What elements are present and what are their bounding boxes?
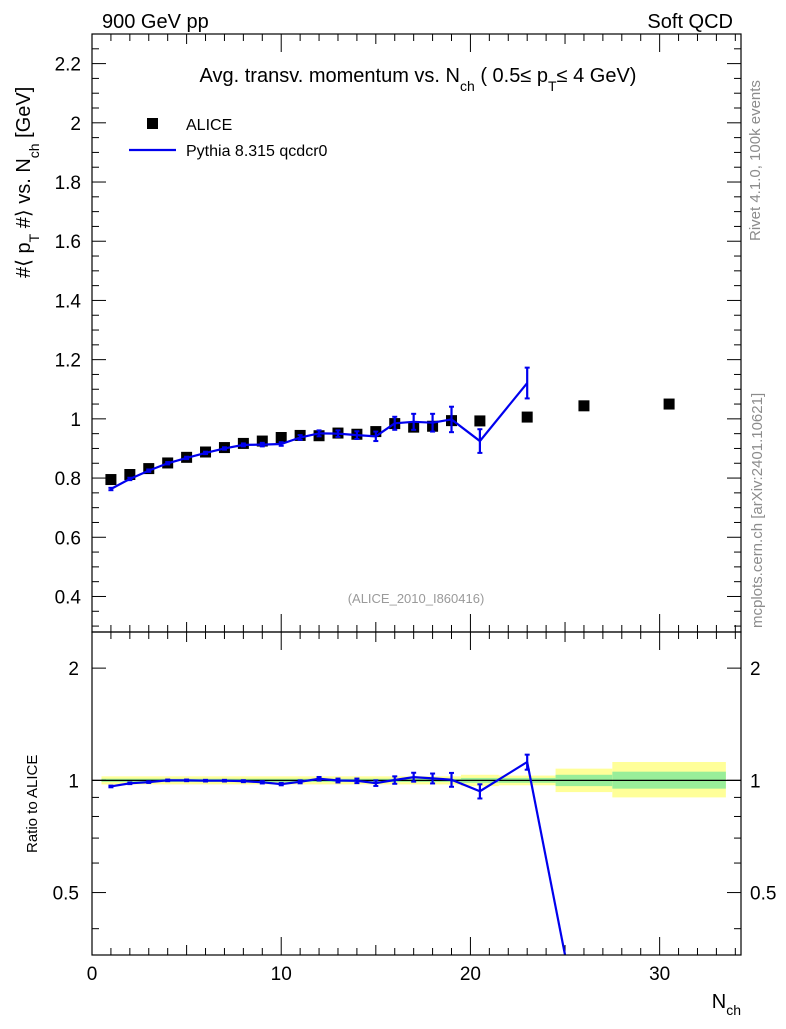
- alice-data-point: [578, 400, 590, 412]
- main-panel: 0.4 0.6 0.8 1 1.2 1.4 1.6 1.8 2 2.2 Avg. transv. …: [13, 33, 742, 633]
- ratio-ytick-label-left: 2: [68, 659, 79, 680]
- alice-data-point: [256, 435, 268, 447]
- analysis-id-watermark: (ALICE_2010_I860416): [348, 591, 485, 606]
- x-tick-label: 20: [460, 964, 481, 985]
- ratio-ytick-label-left: 0.5: [53, 884, 79, 905]
- main-ytick-label: 0.6: [55, 528, 81, 549]
- main-ytick-label: 0.8: [55, 469, 81, 490]
- x-tick-label: 30: [649, 964, 670, 985]
- ratio-ytick-label-right: 2: [750, 659, 761, 680]
- y-axis-label: #⟨ pT #⟩ vs. Nch [GeV]: [13, 87, 42, 278]
- x-tick-label: 10: [271, 964, 292, 985]
- alice-data-point: [275, 432, 287, 444]
- mcplots-label: mcplots.cern.ch [arXiv:2401.10621]: [749, 393, 766, 628]
- ratio-series-line: [110, 761, 528, 793]
- ratio-ytick-label-right: 0.5: [750, 884, 776, 905]
- alice-data-point: [474, 415, 486, 427]
- main-ytick-label: 1: [70, 410, 81, 431]
- main-ytick-label: 1.6: [55, 232, 81, 253]
- main-ytick-label: 1.2: [55, 351, 81, 372]
- ratio-series-tail: [526, 761, 567, 956]
- ratio-panel: 0.5 0.5 1 1 2 2 Ratio to ALICE 0 10 20 30 Nch: [24, 631, 776, 1018]
- x-tick-label: 0: [87, 964, 98, 985]
- ratio-ytick-label-left: 1: [68, 771, 79, 792]
- header-left-label: 900 GeV pp: [102, 11, 209, 33]
- legend-alice-marker: [147, 118, 158, 129]
- header-right-label: Soft QCD: [647, 11, 733, 33]
- alice-data-point: [105, 474, 117, 486]
- main-ytick-label: 1.4: [55, 291, 82, 312]
- legend: ALICE Pythia 8.315 qcdcr0: [129, 117, 328, 160]
- pythia-series-line: [110, 382, 529, 490]
- alice-data-point: [663, 398, 675, 410]
- ratio-y-axis-label: Ratio to ALICE: [24, 755, 41, 853]
- main-ytick-label: 2.2: [55, 55, 81, 76]
- alice-data-point: [521, 411, 533, 423]
- main-ytick-label: 2: [70, 114, 81, 135]
- ratio-ytick-label-right: 1: [750, 771, 761, 792]
- main-ytick-label: 0.4: [55, 587, 82, 608]
- x-axis-label: Nch: [712, 991, 741, 1018]
- ratio-frame: [91, 631, 742, 956]
- main-ytick-label: 1.8: [55, 173, 81, 194]
- legend-alice-label: ALICE: [186, 117, 232, 134]
- chart-title: Avg. transv. momentum vs. Nch ( 0.5≤ pT≤…: [200, 65, 637, 94]
- rivet-label: Rivet 4.1.0, 100k events: [747, 80, 764, 241]
- alice-data-point: [124, 469, 136, 481]
- legend-pythia-label: Pythia 8.315 qcdcr0: [186, 143, 328, 160]
